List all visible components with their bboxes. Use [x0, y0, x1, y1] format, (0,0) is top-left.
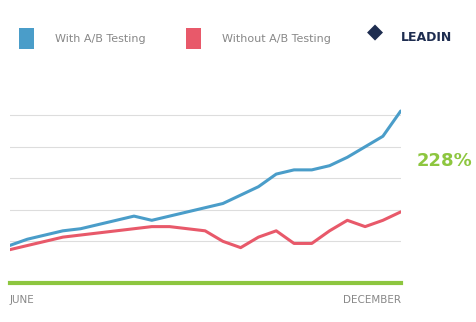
- Text: LEADIN: LEADIN: [400, 31, 451, 43]
- Text: 228%: 228%: [416, 153, 471, 170]
- Text: DECEMBER: DECEMBER: [342, 295, 400, 305]
- Text: ◆: ◆: [367, 22, 383, 42]
- Text: With A/B Testing: With A/B Testing: [55, 33, 145, 44]
- Text: Without A/B Testing: Without A/B Testing: [221, 33, 330, 44]
- Text: JUNE: JUNE: [10, 295, 34, 305]
